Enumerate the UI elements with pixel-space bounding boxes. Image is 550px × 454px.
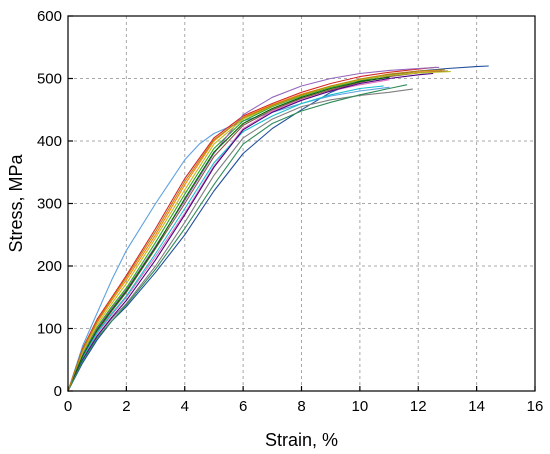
y-tick-label: 300 [37,196,62,213]
x-tick-label: 16 [527,398,544,415]
x-tick-label: 14 [468,398,485,415]
series-line-13 [67,72,434,392]
y-axis-title: Stress, MPa [6,154,26,253]
y-tick-label: 100 [37,321,62,338]
series-line-10 [67,71,451,392]
x-tick-label: 4 [181,398,189,415]
x-tick-label: 6 [239,398,247,415]
y-tick-labels: 0 100 200 300 400 500 600 [37,8,62,400]
series-line-14 [67,84,408,392]
series-line-7 [67,70,448,392]
y-tick-label: 400 [37,133,62,150]
x-tick-label: 8 [297,398,305,415]
y-tick-label: 0 [54,383,62,400]
x-tick-label: 0 [64,398,72,415]
grid-lines [68,16,535,391]
series-line-12 [67,76,390,392]
tick-marks [67,15,536,392]
series-line-3 [67,66,437,392]
x-tick-labels: 0 2 4 6 8 10 12 14 16 [64,398,544,415]
y-tick-label: 500 [37,71,62,88]
y-tick-label: 600 [37,8,62,25]
x-axis-title: Strain, % [265,430,338,450]
x-tick-label: 12 [410,398,427,415]
y-tick-label: 200 [37,258,62,275]
series-line-11 [67,85,384,392]
x-tick-label: 2 [122,398,130,415]
series-line-2 [67,86,390,392]
series-line-1 [67,65,489,392]
x-tick-label: 10 [352,398,369,415]
series-line-6 [67,66,440,392]
series-lines [67,65,489,392]
series-line-15 [67,69,446,392]
